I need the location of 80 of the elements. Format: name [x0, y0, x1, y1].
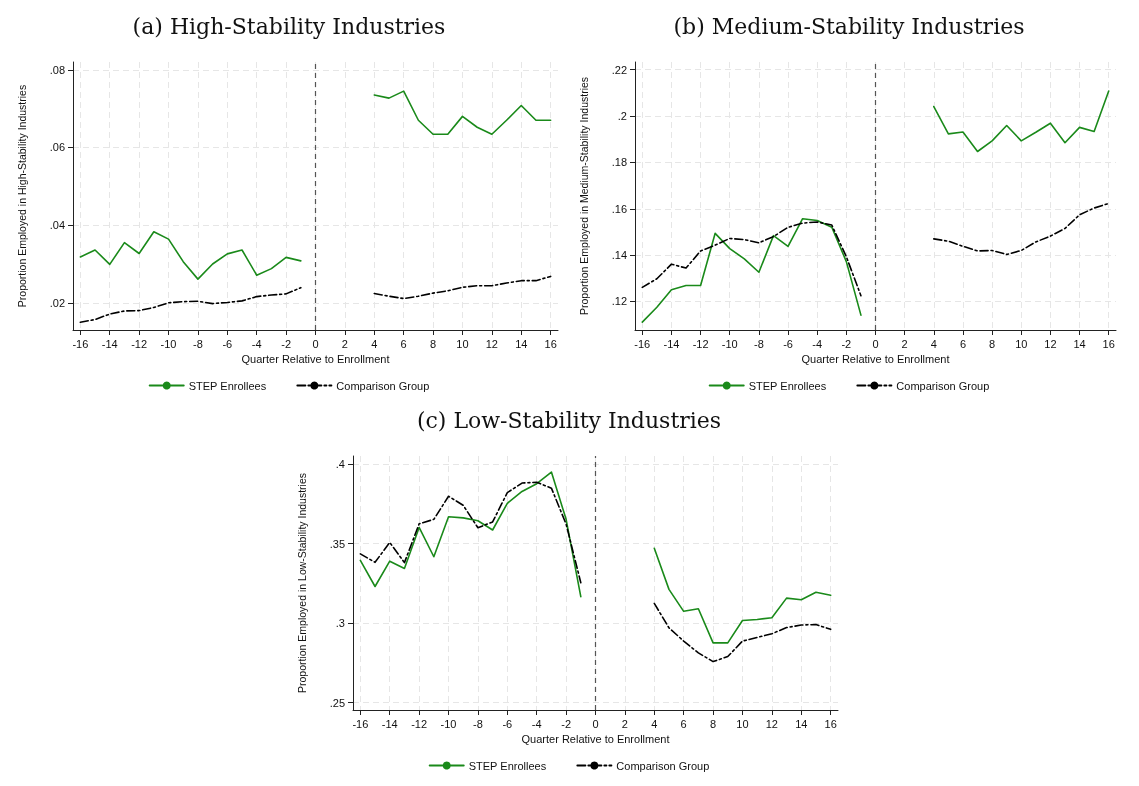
- x-tick-label: 16: [1102, 337, 1115, 350]
- y-tick-label: .08: [49, 63, 65, 76]
- y-axis-title: Proportion Employed in Medium-Stability Industries: [577, 76, 590, 316]
- x-tick-label: 10: [1015, 337, 1028, 350]
- x-tick-label: -2: [841, 337, 852, 350]
- x-tick-label: -4: [251, 337, 262, 350]
- x-tick-label: -16: [72, 337, 89, 350]
- y-tick-label: .35: [329, 537, 345, 550]
- x-tick-label: -16: [634, 337, 651, 350]
- x-tick-label: 2: [901, 337, 908, 350]
- x-tick-label: 16: [544, 337, 557, 350]
- x-tick-label: 4: [930, 337, 937, 350]
- legend-label: Comparison Group: [616, 759, 710, 772]
- x-tick-label: 8: [430, 337, 437, 350]
- x-axis-title: Quarter Relative to Enrollment: [521, 733, 670, 746]
- y-tick-label: .4: [335, 457, 345, 470]
- x-tick-label: -6: [783, 337, 793, 350]
- y-tick-label: .06: [49, 141, 65, 154]
- x-tick-label: 0: [312, 337, 319, 350]
- x-tick-label: -12: [131, 337, 148, 350]
- y-tick-label: .14: [611, 249, 627, 262]
- x-tick-label: -8: [193, 337, 203, 350]
- x-tick-label: -14: [663, 337, 680, 350]
- x-tick-label: 10: [736, 717, 749, 730]
- x-tick-label: -12: [411, 717, 428, 730]
- x-tick-label: -14: [381, 717, 398, 730]
- x-tick-label: 12: [765, 717, 778, 730]
- y-tick-label: .02: [49, 296, 65, 309]
- x-tick-label: 14: [1073, 337, 1086, 350]
- x-tick-label: -10: [160, 337, 177, 350]
- y-tick-label: .2: [617, 110, 627, 123]
- chart-title: (b) Medium-Stability Industries: [673, 13, 1025, 39]
- chart-title: (a) High-Stability Industries: [132, 13, 446, 39]
- legend-label: STEP Enrollees: [188, 379, 267, 392]
- y-tick-label: .04: [49, 219, 65, 232]
- x-tick-label: 6: [680, 717, 687, 730]
- y-tick-label: .16: [611, 202, 627, 215]
- y-tick-label: .18: [611, 156, 627, 169]
- y-tick-label: .12: [611, 295, 627, 308]
- x-tick-label: 14: [795, 717, 808, 730]
- x-tick-label: 0: [872, 337, 879, 350]
- x-tick-label: -8: [473, 717, 483, 730]
- y-axis-title: Proportion Employed in High-Stability Industries: [15, 84, 28, 308]
- x-axis-title: Quarter Relative to Enrollment: [241, 353, 390, 366]
- y-tick-label: .25: [329, 696, 345, 709]
- legend-label: STEP Enrollees: [468, 759, 547, 772]
- x-tick-label: -16: [352, 717, 369, 730]
- x-tick-label: -10: [721, 337, 738, 350]
- y-tick-label: .3: [335, 617, 345, 630]
- x-tick-label: 0: [592, 717, 599, 730]
- x-tick-label: 4: [371, 337, 378, 350]
- legend-label: Comparison Group: [336, 379, 430, 392]
- x-tick-label: 16: [824, 717, 837, 730]
- x-tick-label: 6: [959, 337, 967, 350]
- x-tick-label: 12: [1044, 337, 1057, 350]
- y-tick-label: .22: [611, 63, 627, 76]
- x-tick-label: -14: [101, 337, 118, 350]
- x-tick-label: 2: [621, 717, 628, 730]
- x-tick-label: 8: [710, 717, 717, 730]
- x-tick-label: -10: [440, 717, 457, 730]
- y-axis-title: Proportion Employed in Low-Stability Industries: [295, 472, 308, 694]
- x-tick-label: -6: [502, 717, 513, 730]
- x-tick-label: 14: [515, 337, 528, 350]
- x-tick-label: 4: [651, 717, 658, 730]
- x-tick-label: 12: [485, 337, 498, 350]
- x-tick-label: -12: [692, 337, 709, 350]
- x-tick-label: -2: [281, 337, 291, 350]
- x-tick-label: 2: [341, 337, 348, 350]
- x-tick-label: 10: [456, 337, 469, 350]
- chart-title: (c) Low-Stability Industries: [416, 407, 722, 433]
- x-tick-label: -4: [531, 717, 542, 730]
- x-tick-label: -6: [222, 337, 233, 350]
- legend-label: STEP Enrollees: [748, 379, 827, 392]
- legend-label: Comparison Group: [896, 379, 990, 392]
- x-tick-label: -8: [754, 337, 764, 350]
- x-tick-label: -4: [812, 337, 823, 350]
- x-tick-label: -2: [561, 717, 571, 730]
- x-axis-title: Quarter Relative to Enrollment: [801, 353, 950, 366]
- x-tick-label: 8: [989, 337, 996, 350]
- x-tick-label: 6: [400, 337, 407, 350]
